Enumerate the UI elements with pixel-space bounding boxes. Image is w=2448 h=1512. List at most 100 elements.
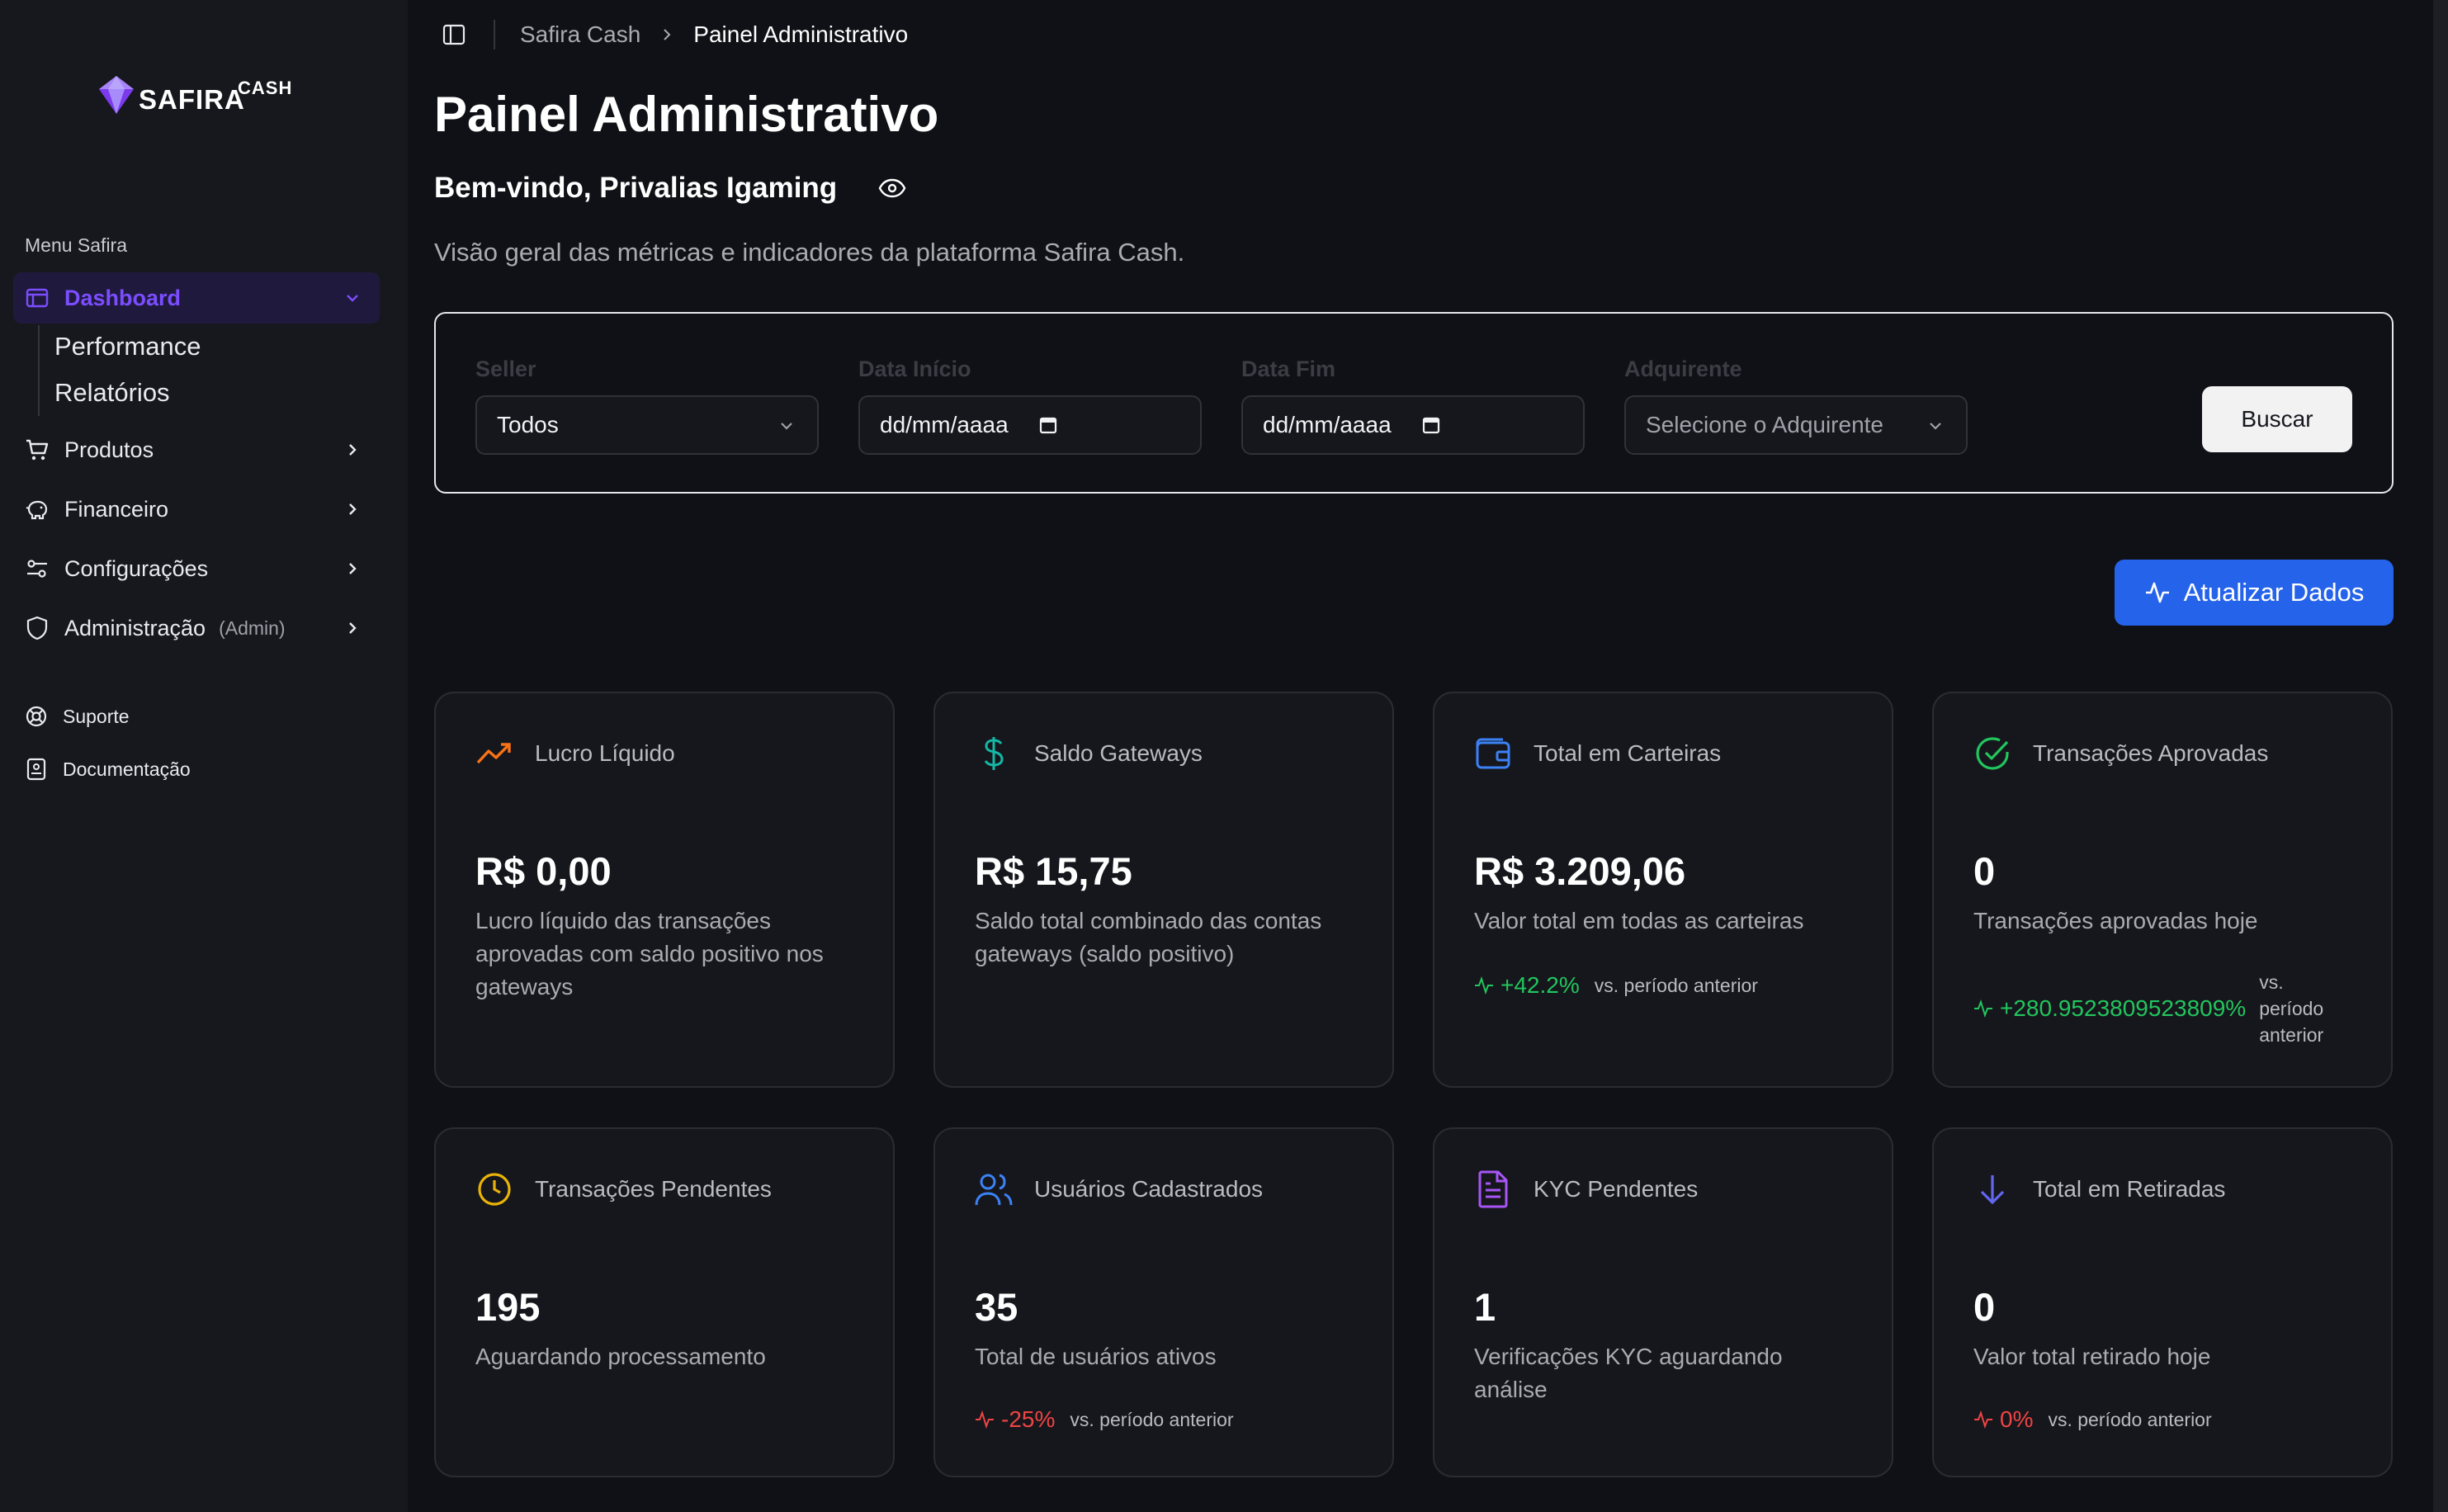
sidebar-item-dashboard[interactable]: Dashboard [13,272,380,324]
eye-icon [878,178,906,198]
card-description: Saldo total combinado das contas gateway… [975,908,1322,966]
end-date-input[interactable]: dd/mm/aaaa [1241,395,1585,455]
card-total-carteiras: Total em Carteiras R$ 3.209,06 Valor tot… [1433,692,1893,1088]
trend-value: +280.9523809523809% [2000,995,2247,1021]
trend-value: 0% [2000,1406,2034,1432]
card-trend: -25% vs. período anterior [975,1406,1234,1433]
sidebar-item-produtos[interactable]: Produtos [13,424,380,475]
check-circle-icon [1973,735,2011,773]
main-content: Safira Cash Painel Administrativo Painel… [408,0,2433,1512]
chevron-right-icon [349,622,357,634]
card-kyc-pendentes: KYC Pendentes 1 Verificações KYC aguarda… [1433,1127,1893,1477]
sidebar: SAFIRA CASH Menu Safira Dashboard Perfor… [0,0,408,1512]
card-value: R$ 3.209,06 [1474,849,1686,893]
filter-panel: Seller Todos Data Início dd/mm/aaaa Data… [434,312,2394,494]
sidebar-item-documentacao[interactable]: Documentação [25,758,191,781]
sidebar-item-configuracoes[interactable]: Configurações [13,543,380,594]
sidebar-toggle-button[interactable] [437,18,470,51]
card-usuarios-cadastrados: Usuários Cadastrados 35 Total de usuário… [933,1127,1394,1477]
menu-section-label: Menu Safira [25,234,128,256]
breadcrumb-root[interactable]: Safira Cash [520,21,641,47]
trend-caption: vs. período anterior [2048,1408,2212,1430]
refresh-label: Atualizar Dados [2183,578,2365,607]
brand-name: SAFIRA [139,84,245,115]
sidebar-item-label: Documentação [63,758,191,780]
sidebar-item-financeiro[interactable]: Financeiro [13,484,380,535]
end-date-filter: Data Fim dd/mm/aaaa [1241,357,1585,455]
sliders-icon [25,556,50,581]
card-value: R$ 0,00 [475,849,612,893]
search-button[interactable]: Buscar [2202,386,2352,452]
start-date-input[interactable]: dd/mm/aaaa [858,395,1202,455]
card-title: Lucro Líquido [535,740,675,766]
dashboard-icon [25,286,50,310]
card-lucro-liquido: Lucro Líquido R$ 0,00 Lucro líquido das … [434,692,895,1088]
card-title: Transações Aprovadas [2033,740,2269,766]
card-value: 195 [475,1285,541,1329]
trending-up-icon [475,735,513,773]
chevron-right-icon [349,444,357,456]
card-title: Usuários Cadastrados [1034,1176,1264,1202]
refresh-data-button[interactable]: Atualizar Dados [2115,560,2394,626]
scrollbar[interactable] [2433,0,2448,1512]
card-trend: +42.2% vs. período anterior [1474,972,1758,999]
card-transacoes-pendentes: Transações Pendentes 195 Aguardando proc… [434,1127,895,1477]
card-description: Total de usuários ativos [975,1344,1217,1369]
seller-select[interactable]: Todos [475,395,819,455]
seller-value: Todos [497,412,559,437]
welcome-text: Bem-vindo, Privalias Igaming [434,172,838,204]
card-title: Total em Carteiras [1534,740,1722,766]
arrow-down-icon [1973,1170,2011,1208]
page-subtitle: Visão geral das métricas e indicadores d… [434,238,1185,267]
shield-icon [25,616,50,640]
lifebuoy-icon [25,705,48,728]
card-description: Transações aprovadas hoje [1973,908,2258,933]
activity-icon [975,1410,995,1429]
start-date-label: Data Início [858,357,971,381]
activity-icon [1474,976,1494,995]
card-trend: 0% vs. período anterior [1973,1406,2212,1433]
sidebar-item-label: Dashboard [64,285,182,310]
sidebar-subitem-relatorios[interactable]: Relatórios [54,378,170,407]
calendar-icon[interactable] [1038,415,1058,435]
users-icon [975,1170,1013,1208]
sidebar-item-administracao[interactable]: Administração (Admin) [13,602,380,654]
card-title: Saldo Gateways [1034,740,1203,766]
trend-value: +42.2% [1500,972,1580,998]
wallet-icon [1474,735,1512,773]
acquirer-placeholder: Selecione o Adquirente [1646,412,1883,437]
card-description: Lucro líquido das transações aprovadas c… [475,908,824,999]
submenu-rail [38,325,40,416]
sidebar-item-label: Administração [64,615,206,640]
sidebar-subitem-performance[interactable]: Performance [54,332,201,361]
book-icon [25,758,48,781]
end-date-label: Data Fim [1241,357,1336,381]
chevron-right-icon [349,503,357,515]
acquirer-select[interactable]: Selecione o Adquirente [1624,395,1968,455]
card-title: Total em Retiradas [2033,1176,2226,1202]
file-text-icon [1474,1170,1512,1208]
seller-filter: Seller Todos [475,357,819,455]
sidebar-item-label: Produtos [64,437,154,462]
trend-caption: vs. período anterior [1070,1408,1234,1430]
sidebar-item-suporte[interactable]: Suporte [25,705,130,728]
trend-caption: vs. período anterior [2259,971,2324,1046]
dollar-icon [975,735,1013,773]
topbar: Safira Cash Painel Administrativo [437,15,908,54]
sidebar-item-label: Configurações [64,555,209,581]
card-value: 35 [975,1285,1018,1329]
card-trend: +280.9523809523809% vs. período anterior [1973,969,2342,1048]
card-title: KYC Pendentes [1534,1176,1699,1202]
acquirer-filter: Adquirente Selecione o Adquirente [1624,357,1968,455]
seller-label: Seller [475,357,536,381]
sidebar-item-label: Suporte [63,705,130,727]
brand-logo[interactable]: SAFIRA CASH [97,69,312,119]
card-value: 0 [1973,1285,1996,1329]
calendar-icon[interactable] [1421,415,1441,435]
activity-icon [2144,580,2171,605]
card-description: Verificações KYC aguardando análise [1474,1344,1783,1402]
divider [494,20,495,50]
card-transacoes-aprovadas: Transações Aprovadas 0 Transações aprova… [1932,692,2393,1088]
gem-icon [99,76,134,114]
toggle-visibility-button[interactable] [878,177,906,199]
